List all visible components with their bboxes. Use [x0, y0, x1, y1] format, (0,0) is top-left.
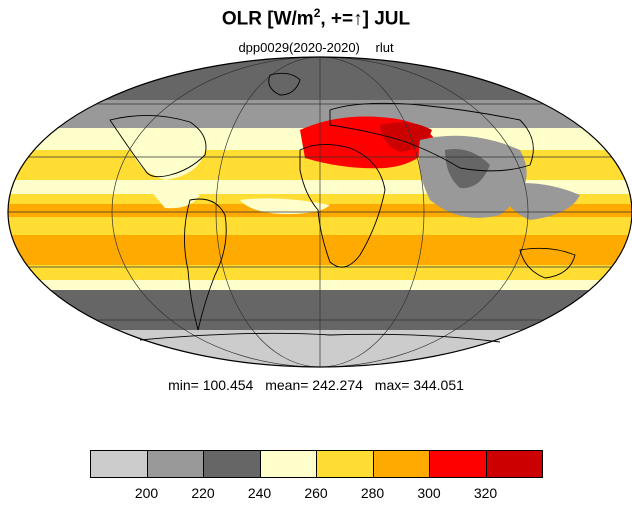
- chart-title: OLR [W/m2, +=↑] JUL: [0, 6, 632, 30]
- subtitle-run: dpp0029(2020-2020): [238, 40, 360, 55]
- stat-max: max= 344.051: [374, 377, 464, 393]
- colorbar-tick-label: 220: [191, 485, 215, 501]
- band-south-tropics: [8, 217, 632, 235]
- colorbar-box: [146, 450, 204, 478]
- title-suffix: , +=↑] JUL: [320, 8, 411, 30]
- statistics-line: min= 100.454 mean= 242.274 max= 344.051: [0, 377, 632, 393]
- coastlines: [109, 72, 576, 343]
- subtitle-variable: rlut: [375, 40, 394, 55]
- stat-mean: mean= 242.274: [265, 377, 363, 393]
- band-south-subtropics: [8, 235, 632, 265]
- region-africa-itcz: [240, 198, 330, 215]
- colorbar-box: [203, 450, 261, 478]
- band-southern-ocean: [8, 290, 632, 330]
- colorbar: [90, 450, 543, 478]
- region-middle-east-max: [380, 122, 432, 152]
- band-south-mid2: [8, 280, 632, 290]
- colorbar-box: [429, 450, 487, 478]
- band-arctic: [8, 57, 632, 100]
- title-prefix: OLR [W/m: [221, 8, 314, 30]
- band-antarctica: [8, 330, 632, 367]
- stat-min: min= 100.454: [168, 377, 254, 393]
- subtitle: dpp0029(2020-2020) rlut: [0, 40, 632, 55]
- region-west-pacific: [500, 182, 580, 220]
- colorbar-box: [316, 450, 374, 478]
- colorbar-tick-label: 320: [473, 485, 498, 501]
- region-central-america: [150, 188, 200, 209]
- title-superscript: 2: [313, 6, 321, 20]
- mollweide-map: [7, 56, 632, 368]
- map-border: [7, 56, 632, 368]
- colorbar-tick-label: 240: [247, 485, 272, 501]
- colorbar-tick-label: 300: [417, 485, 441, 501]
- colorbar-box: [372, 450, 430, 478]
- colorbar-tick-label: 200: [134, 485, 159, 501]
- region-north-america: [130, 141, 205, 180]
- region-bay-of-bengal: [445, 149, 490, 189]
- colorbar-box: [259, 450, 317, 478]
- colorbar-tick-label: 280: [360, 485, 385, 501]
- graticule: [8, 57, 632, 367]
- colorbar-box: [485, 450, 543, 478]
- colorbar-box: [90, 450, 148, 478]
- colorbar-tick-label: 260: [304, 485, 328, 501]
